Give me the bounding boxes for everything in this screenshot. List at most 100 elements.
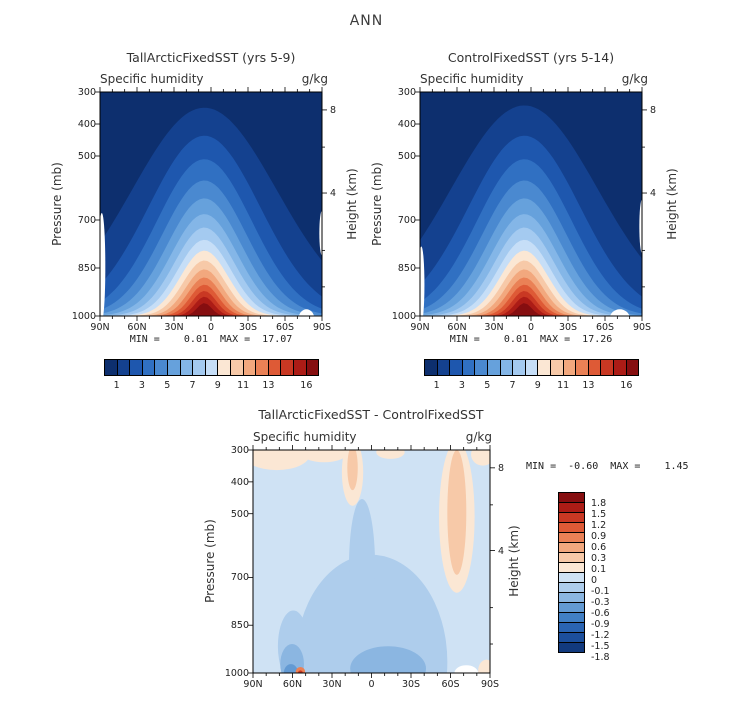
colorbar-box [116, 359, 131, 376]
colorbar-tick-label: 11 [557, 380, 570, 391]
panel-title-control: ControlFixedSST (yrs 5-14) [447, 50, 615, 65]
contour-band [420, 296, 642, 316]
colorbar-tick-label: 13 [582, 380, 595, 391]
difference-blob [376, 450, 405, 459]
panel-title-tallarctic: TallArcticFixedSST (yrs 5-9) [126, 50, 296, 65]
contour-band [100, 296, 322, 316]
diff-colorbar-tick-label: 0.6 [591, 542, 607, 553]
height-tick-label: 4 [330, 188, 337, 200]
stats-difference: MIN = -0.60 MAX = 1.45 [526, 461, 689, 472]
difference-blob [478, 659, 490, 673]
lat-tick-label: 30N [484, 322, 504, 333]
difference-blob [298, 670, 303, 673]
difference-blob [280, 644, 304, 673]
colorbar-tallarctic [104, 359, 320, 376]
difference-blob [347, 450, 358, 491]
lat-tick-label: 90N [90, 322, 110, 333]
lat-tick-label: 90S [480, 679, 500, 690]
colorbar-box [141, 359, 156, 376]
figure-title: ANN [349, 13, 384, 29]
colorbar-box [292, 359, 307, 376]
colorbar-box [104, 359, 118, 376]
lat-tick-label: 30S [238, 322, 258, 333]
height-tick-label: 8 [498, 462, 505, 474]
pressure-tick-label: 1000 [71, 311, 96, 322]
lat-tick-label: 90N [243, 679, 263, 690]
colorbar-box [424, 359, 438, 376]
pressure-tick-label: 300 [397, 87, 416, 98]
pressure-tick-label: 500 [77, 150, 96, 162]
lat-tick-label: 60S [275, 322, 295, 333]
colorbar-box [461, 359, 476, 376]
colorbar-tick-label: 7 [509, 380, 516, 391]
colorbar-tick-label: 13 [262, 380, 275, 391]
colorbar-box [204, 359, 219, 376]
colorbar-tick-label: 11 [237, 380, 250, 391]
colorbar-box [242, 359, 257, 376]
pressure-tick-label: 700 [77, 214, 96, 226]
colorbar-tick-label: 16 [300, 380, 313, 391]
colorbar-tick-label: 7 [189, 380, 196, 391]
humidity-plot-control [415, 87, 647, 321]
lat-tick-label: 30N [164, 322, 184, 333]
diff-colorbar-tick-label: -1.5 [591, 641, 610, 652]
colorbar-box [600, 359, 614, 376]
diff-colorbar-tick-label: 1.5 [591, 509, 607, 520]
height-axis-label: Height (km) [507, 525, 521, 597]
pressure-tick-label: 850 [397, 262, 416, 274]
pressure-tick-label: 500 [230, 508, 249, 520]
colorbar-box [499, 359, 514, 376]
colorbar-box [449, 359, 463, 376]
contour-band [100, 303, 322, 316]
lat-tick-label: 60N [447, 322, 467, 333]
lat-tick-label: 0 [527, 322, 535, 333]
difference-blob [471, 450, 490, 466]
diff-colorbar-tick-label: -1.8 [591, 652, 610, 663]
difference-blob [295, 554, 448, 673]
diff-colorbar-tick-label: 0.3 [591, 553, 607, 564]
colorbar-tick-label: 5 [164, 380, 171, 391]
pressure-tick-label: 850 [230, 620, 249, 632]
colorbar-box [524, 359, 539, 376]
lat-tick-label: 60S [595, 322, 615, 333]
colorbar-box [179, 359, 194, 376]
diff-colorbar-tick-label: 1.8 [591, 498, 607, 509]
colorbar-box [305, 359, 320, 376]
diff-colorbar-tick-label: -0.1 [591, 586, 610, 597]
pressure-axis-label: Pressure (mb) [203, 519, 217, 603]
pressure-tick-label: 400 [77, 119, 96, 130]
lat-tick-label: 0 [368, 679, 375, 690]
colorbar-box [486, 359, 501, 376]
colorbar-tick-label: 3 [458, 380, 465, 391]
pressure-tick-label: 400 [230, 476, 249, 488]
colorbar-box [280, 359, 294, 376]
diff-colorbar-tick-label: 0.1 [591, 564, 607, 575]
colorbar-box [229, 359, 244, 376]
humidity-plot-tallarctic [95, 87, 327, 321]
colorbar-box [537, 359, 551, 376]
difference-blob [447, 450, 467, 575]
height-tick-label: 4 [498, 545, 505, 557]
lat-tick-label: 90S [632, 322, 652, 333]
diff-colorbar-tick-label: 0 [591, 575, 598, 586]
units-label: g/kg [621, 72, 648, 86]
pressure-tick-label: 400 [397, 119, 416, 130]
panel-subrow-difference: Specific humidity g/kg [253, 430, 492, 444]
lat-tick-label: 90N [410, 322, 430, 333]
pressure-axis-label: Pressure (mb) [370, 162, 384, 246]
difference-blob [348, 499, 376, 633]
units-label: g/kg [465, 430, 492, 444]
colorbar-box [512, 359, 526, 376]
colorbar-box [267, 359, 282, 376]
height-tick-label: 8 [650, 104, 657, 116]
difference-blob [253, 450, 310, 471]
lat-tick-label: 30S [558, 322, 578, 333]
colorbar-box [625, 359, 640, 376]
units-label: g/kg [301, 72, 328, 86]
colorbar-tick-label: 16 [620, 380, 633, 391]
missing-data-mask [100, 212, 106, 316]
pressure-tick-label: 300 [77, 87, 96, 98]
colorbar-box [474, 359, 488, 376]
lat-tick-label: 30S [401, 679, 421, 690]
colorbar-box [217, 359, 231, 376]
